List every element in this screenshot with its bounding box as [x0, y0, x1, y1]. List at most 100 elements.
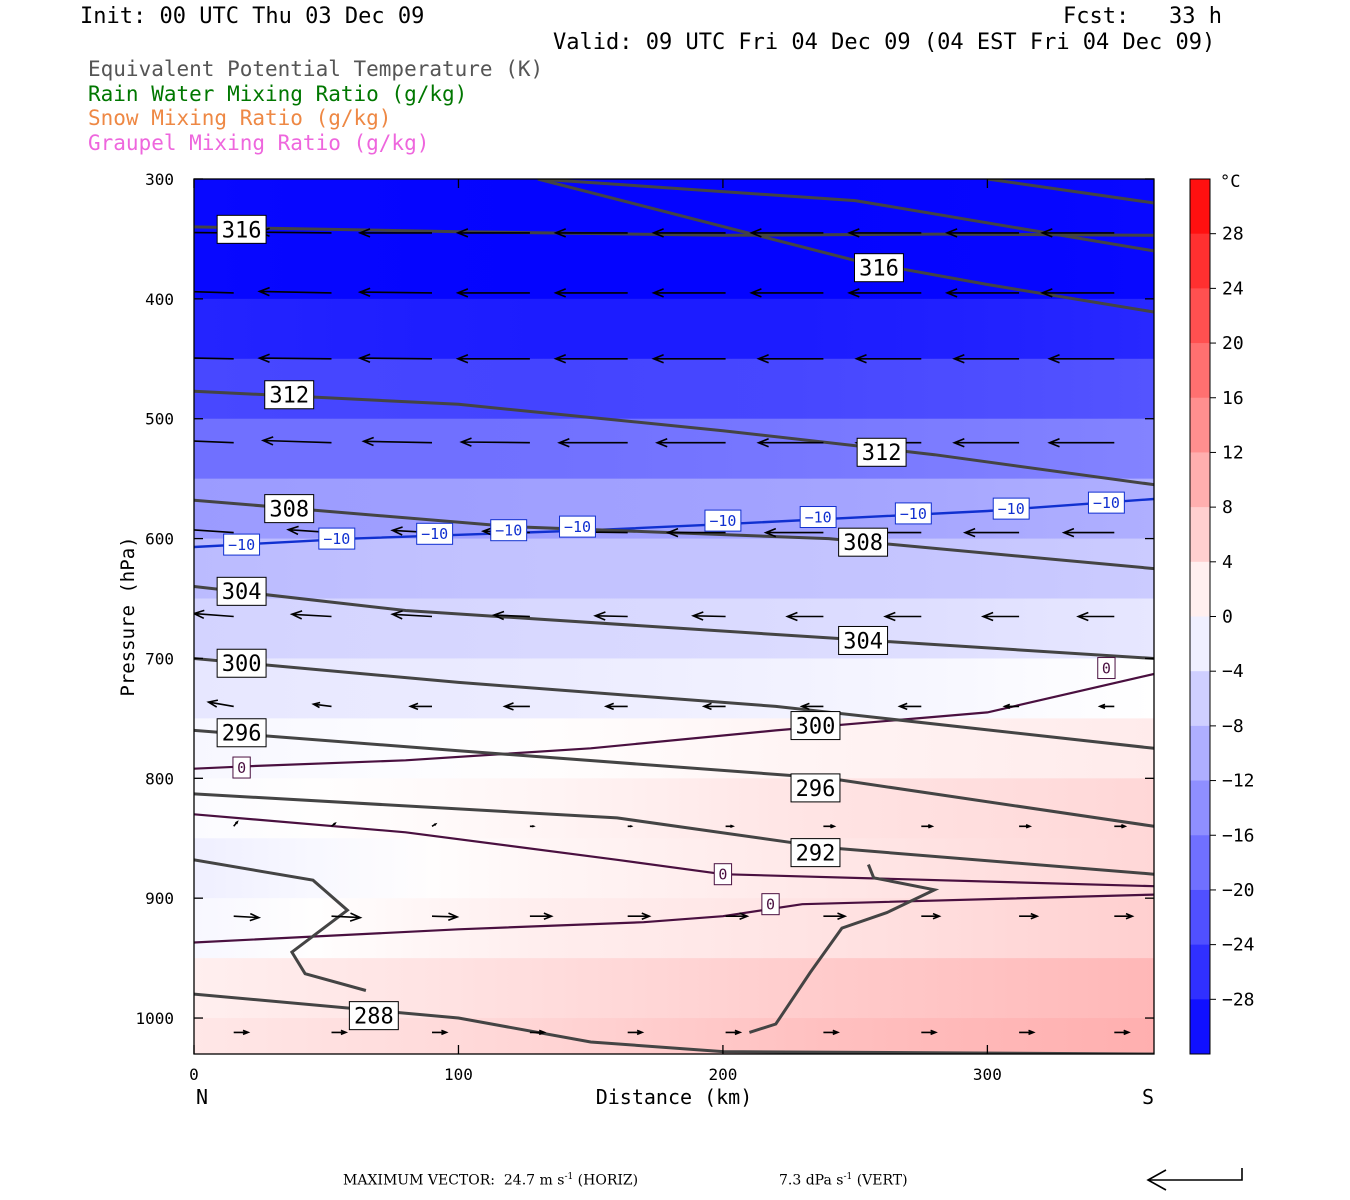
wind-vector [1114, 912, 1135, 920]
wind-vector [459, 437, 530, 447]
theta-e-label-box [853, 253, 904, 283]
colorbar-segment [1190, 944, 1210, 1000]
minus10-isotherm-label-box [704, 509, 742, 532]
colorbar-tick-label: 4 [1222, 552, 1233, 573]
minus10-isotherm-label-box [992, 497, 1030, 520]
theta-e-label: 312 [269, 384, 309, 409]
footer-max-vector: MAXIMUM VECTOR: 24.7 m s-1 (HORIZ) [343, 1172, 638, 1189]
wind-vector [651, 228, 726, 238]
theta-e-label-box [790, 838, 841, 868]
zero-isotherm-label-box [761, 893, 780, 916]
wind-vector [962, 527, 1020, 538]
theta-e-contour-line [194, 657, 1154, 750]
minus10-isotherm-label-box [559, 515, 596, 538]
zero-isotherm-label: 0 [1102, 659, 1111, 677]
wind-vector [357, 287, 433, 297]
colorbar-segment [1190, 288, 1210, 344]
minus10-isotherm-label-box [490, 519, 528, 542]
theta-e-contour-line [194, 389, 1154, 487]
colorbar-tick-label: −8 [1222, 716, 1244, 737]
theta-e-label: 316 [222, 218, 262, 243]
wind-vector [1002, 703, 1020, 710]
minus10-isotherm-label: −10 [421, 525, 448, 543]
wind-vector [206, 699, 234, 708]
theta-e-label-box [216, 718, 267, 748]
colorbar-segment [1190, 507, 1210, 563]
horiz-exponent: -1 [564, 1172, 574, 1182]
valid-time: Valid: 09 UTC Fri 04 Dec 09 (04 EST Fri … [553, 30, 1216, 55]
colorbar-segment [1190, 452, 1210, 508]
wind-vector [749, 288, 824, 298]
wind-vector [756, 437, 824, 448]
minus10-isotherm-label: −10 [1093, 494, 1120, 512]
wind-vector [1019, 1029, 1036, 1036]
wind-vector [553, 228, 628, 238]
wind-vector [665, 527, 726, 538]
theta-e-label: 304 [843, 629, 883, 654]
wind-vector [725, 912, 750, 920]
wind-vector [944, 288, 1020, 298]
cross-section-chart: 316 316 312 312 308 308 304 304 300 300 296 296 292 2… [117, 170, 1255, 1109]
wind-vector [529, 912, 554, 920]
y-tick-label: 900 [145, 889, 174, 908]
wind-vector [1047, 354, 1115, 364]
wind-vector [847, 288, 922, 298]
wind-vector [944, 228, 1020, 238]
wind-vector [883, 611, 922, 622]
minus10-isotherm-label: −10 [709, 512, 736, 530]
wind-vector [691, 611, 726, 621]
wind-vector [756, 354, 824, 364]
wind-vector [651, 354, 726, 364]
horiz-vector-unit: (HORIZ) [577, 1172, 639, 1189]
init-time: Init: 00 UTC Thu 03 Dec 09 [80, 4, 425, 29]
minus10-isotherm-label-box [416, 522, 454, 545]
temperature-band [194, 179, 1154, 300]
wind-vector [763, 527, 824, 538]
wind-vector [1097, 703, 1115, 710]
y-tick-label: 300 [145, 170, 174, 189]
temperature-band [194, 358, 1154, 420]
y-tick-label: 600 [145, 530, 174, 549]
wind-vector [194, 290, 234, 294]
colorbar-tick-label: −12 [1222, 771, 1255, 792]
colorbar-unit: °C [1220, 172, 1240, 192]
colorbar-tick-label: 0 [1222, 607, 1233, 628]
colorbar-segment [1190, 725, 1210, 782]
wind-vector [921, 823, 935, 829]
vert-vector-value: 7.3 dPa s [779, 1172, 844, 1189]
temperature-band [194, 418, 1154, 480]
minus10-isotherm-label-box [1087, 491, 1125, 514]
forecast-hour: Fcst: 33 h [1063, 4, 1222, 29]
theta-e-contour-line [194, 858, 367, 992]
theta-e-contour-line [537, 179, 1154, 253]
temperature-field [194, 179, 1154, 1054]
wind-vector [725, 1029, 743, 1036]
wind-vector [593, 611, 628, 621]
wind-vector [330, 822, 337, 827]
zero-isotherm-line [194, 893, 1154, 944]
vert-vector-unit: (VERT) [856, 1172, 908, 1189]
theta-e-label-box [790, 773, 841, 803]
minus10-isotherm-label: −10 [323, 530, 350, 548]
wind-vector [233, 820, 239, 827]
wind-vector [491, 610, 530, 621]
wind-vector [357, 228, 432, 238]
theta-e-contour-line [537, 179, 1154, 314]
zero-isotherm-label-box [232, 756, 251, 779]
colorbar-segment [1190, 343, 1210, 399]
colorbar-tick-label: −28 [1222, 989, 1255, 1010]
wind-vector [701, 702, 726, 711]
wind-vector [455, 288, 530, 298]
colorbar-tick-label: 24 [1222, 278, 1244, 299]
zero-isotherm-label: 0 [718, 866, 727, 884]
colorbar-segment [1190, 179, 1210, 235]
wind-vector [194, 440, 234, 444]
theta-e-label-box [838, 527, 889, 557]
theta-e-label-box [856, 437, 907, 467]
y-tick-label: 800 [145, 769, 174, 788]
theta-e-label: 304 [222, 580, 262, 605]
wind-vector [260, 436, 332, 446]
max-vector-label: MAXIMUM VECTOR: [343, 1172, 495, 1189]
colorbar-tick-label: 16 [1222, 388, 1244, 409]
theta-e-label-box [264, 380, 315, 410]
